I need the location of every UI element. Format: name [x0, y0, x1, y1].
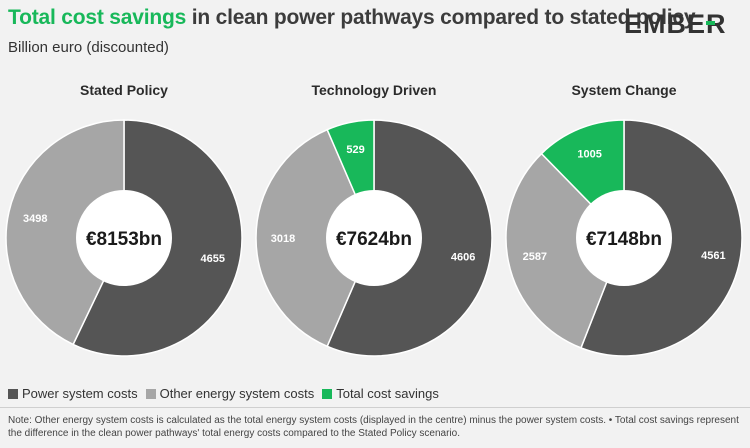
slice-label-1-0: 4606 [451, 251, 475, 263]
donut-slice-1-1 [255, 128, 375, 348]
legend-item-other: Other energy system costs [145, 386, 315, 401]
slice-label-2-1: 2587 [523, 251, 547, 263]
slice-label-2-0: 4561 [701, 250, 725, 262]
logo-accent-mark [706, 21, 715, 25]
chart-title-0: Stated Policy [80, 82, 168, 98]
legend-item-savings: Total cost savings [322, 386, 439, 401]
chart-title: Total cost savings in clean power pathwa… [8, 6, 696, 30]
donut-hole-1 [326, 190, 422, 286]
slice-label-1-2: 529 [346, 144, 364, 156]
title-rest: in clean power pathways compared to stat… [186, 6, 696, 29]
legend-swatch-other [145, 388, 156, 399]
footnote: Note: Other energy system costs is calcu… [8, 415, 739, 439]
title-highlight: Total cost savings [8, 6, 187, 29]
slice-label-0-0: 4655 [201, 253, 225, 265]
donut-slice-2-1 [505, 152, 625, 349]
legend-swatch-power [8, 388, 18, 399]
donut-charts: Stated Policy 4655 3498 €8153bn Technology D… [5, 82, 743, 357]
legend-item-power: Power system costs [8, 386, 138, 401]
ember-logo: EMBER [624, 9, 726, 38]
legend: Power system costs Other energy system c… [8, 386, 447, 401]
donut-hole-0 [76, 190, 172, 286]
slice-label-2-2: 1005 [577, 149, 601, 161]
divider [0, 407, 750, 408]
legend-label-power: Power system costs [22, 386, 138, 401]
legend-label-savings: Total cost savings [336, 386, 439, 401]
legend-label-other: Other energy system costs [159, 386, 315, 401]
chart-subtitle: Billion euro (discounted) [8, 39, 169, 56]
donut-slice-0-1 [5, 119, 125, 346]
center-total-0: €8153bn [86, 229, 162, 250]
donut-hole-2 [576, 190, 672, 286]
chart-title-2: System Change [571, 82, 676, 98]
chart-title-1: Technology Driven [312, 82, 437, 98]
legend-swatch-savings [322, 388, 333, 399]
center-total-1: €7624bn [336, 229, 412, 250]
center-total-2: €7148bn [586, 229, 662, 250]
slice-label-0-1: 3498 [23, 213, 47, 225]
slice-label-1-1: 3018 [271, 233, 295, 245]
